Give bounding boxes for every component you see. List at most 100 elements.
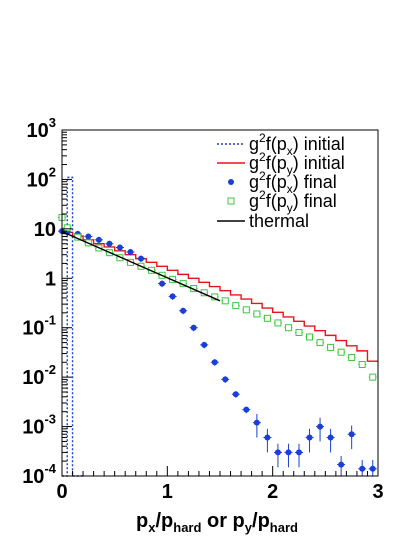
data-point [306, 333, 314, 341]
legend-label-part: y [287, 201, 293, 215]
y-tick-exponent: 2 [49, 164, 56, 179]
y-tick-base: 10 [22, 318, 44, 340]
data-point [201, 341, 208, 348]
legend-label-part: ) initial [293, 134, 345, 154]
legend-label-part: x [287, 182, 293, 196]
series-line [61, 230, 221, 302]
y-tick-base: 1 [45, 268, 56, 290]
data-point [138, 255, 144, 262]
data-point [222, 376, 229, 383]
legend-label-part: y [287, 163, 293, 177]
legend-label-part: g [249, 172, 259, 192]
data-point [264, 434, 271, 441]
data-point [242, 306, 250, 314]
legend-label-part: f(p [266, 153, 287, 173]
data-point [285, 449, 292, 456]
y-tick-base: 10 [34, 219, 56, 241]
legend-label-part: g [249, 191, 259, 211]
y-tick-label: 103 [27, 115, 56, 142]
x-title-p2: /p [155, 510, 173, 532]
x-title-s2: hard [173, 520, 201, 535]
data-point [306, 434, 313, 441]
legend-label-part: g [249, 153, 259, 173]
data-point [358, 361, 366, 369]
y-tick-exponent: -1 [44, 313, 56, 328]
data-point [338, 461, 345, 468]
data-point [316, 339, 324, 347]
series-line [62, 231, 378, 362]
legend-label: thermal [249, 211, 309, 231]
data-point [211, 359, 218, 366]
legend-swatch [228, 179, 234, 185]
x-title-s4: hard [270, 520, 298, 535]
y-tick-exponent: 3 [49, 115, 56, 130]
y-tick-label: 10-2 [22, 362, 56, 389]
data-point [296, 449, 302, 456]
y-tick-exponent: -2 [44, 362, 56, 377]
data-point [253, 310, 261, 318]
data-point [127, 249, 134, 256]
data-point [63, 224, 71, 232]
data-point [253, 419, 260, 426]
data-point [327, 434, 334, 441]
data-point [180, 307, 187, 314]
y-tick-base: 10 [27, 120, 49, 142]
legend-label-part: g [249, 134, 259, 154]
data-point [327, 343, 335, 351]
y-tick-label: 1 [45, 268, 56, 290]
legend-label: g2f(px) initial [249, 131, 345, 158]
legend-label-part: 2 [259, 169, 266, 183]
y-tick-base: 10 [22, 367, 44, 389]
data-point [359, 465, 366, 472]
x-title-p3: or p [201, 510, 244, 532]
legend-label-part: f(p [266, 134, 287, 154]
legend-label-part: thermal [249, 211, 309, 231]
data-point [169, 293, 176, 300]
x-title-p4: /p [252, 510, 270, 532]
y-tick-base: 10 [22, 417, 44, 439]
legend-swatch [227, 197, 235, 205]
x-tick-label: 3 [372, 481, 383, 503]
series-layer [58, 176, 378, 477]
x-title-s1: x [148, 520, 156, 535]
data-point [221, 297, 229, 305]
data-point [106, 240, 113, 247]
data-point [95, 236, 102, 243]
y-tick-base: 10 [27, 169, 49, 191]
legend-label-part: ) final [293, 191, 337, 211]
y-tick-label: 10-1 [22, 313, 56, 340]
legend-label: g2f(py) initial [249, 150, 345, 177]
data-point [274, 449, 281, 456]
data-point [116, 244, 123, 251]
y-tick-label: 10 [34, 219, 56, 241]
data-point [263, 314, 271, 322]
legend-label-part: x [287, 144, 293, 158]
x-tick-label: 2 [267, 481, 278, 503]
legend-label-part: 2 [259, 131, 266, 145]
data-point [337, 348, 345, 356]
data-point [348, 431, 355, 438]
legend-label-part: f(p [266, 191, 287, 211]
data-point [159, 280, 166, 287]
data-point [284, 324, 292, 332]
y-tick-exponent: -3 [44, 412, 56, 427]
x-tick-label: 1 [162, 481, 173, 503]
legend-label-part: ) initial [293, 153, 345, 173]
data-point [348, 353, 356, 361]
y-tick-label: 10-3 [22, 412, 56, 439]
legend-label: g2f(px) final [249, 169, 337, 196]
data-point [295, 329, 303, 337]
x-tick-label: 0 [56, 481, 67, 503]
x-title-s3: y [245, 520, 253, 535]
data-point [232, 391, 239, 398]
y-tick-label: 102 [27, 164, 56, 191]
legend-label-part: f(p [266, 172, 287, 192]
y-tick-label: 10-4 [22, 461, 57, 488]
data-point [274, 319, 282, 327]
y-tick-base: 10 [22, 466, 44, 488]
legend-label-part: 2 [259, 188, 266, 202]
legend-label: g2f(py) final [249, 188, 337, 215]
data-point [317, 423, 324, 430]
